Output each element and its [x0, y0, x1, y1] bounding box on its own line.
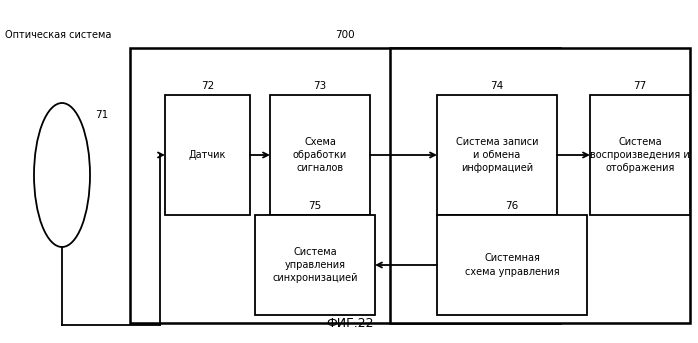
- Bar: [255, 215, 375, 315]
- Text: 700: 700: [335, 30, 355, 40]
- Text: Датчик: Датчик: [189, 150, 226, 160]
- Text: 75: 75: [309, 201, 322, 211]
- Bar: [590, 95, 690, 215]
- Text: 77: 77: [633, 81, 646, 91]
- Bar: [437, 215, 587, 315]
- Bar: [437, 95, 557, 215]
- Text: ФИГ.22: ФИГ.22: [326, 317, 373, 330]
- Text: 72: 72: [201, 81, 214, 91]
- Text: Система
управления
синхронизацией: Система управления синхронизацией: [272, 247, 358, 283]
- Text: Схема
обработки
сигналов: Схема обработки сигналов: [293, 137, 347, 173]
- Bar: [270, 95, 370, 215]
- Text: 74: 74: [491, 81, 504, 91]
- Text: Системная
схема управления: Системная схема управления: [465, 253, 559, 276]
- Text: Система записи
и обмена
информацией: Система записи и обмена информацией: [456, 137, 538, 173]
- Text: 73: 73: [313, 81, 327, 91]
- Text: Система
воспроизведения и
отображения: Система воспроизведения и отображения: [590, 137, 690, 173]
- Text: Оптическая система: Оптическая система: [5, 30, 112, 40]
- Bar: [130, 48, 560, 323]
- Bar: [390, 48, 690, 323]
- Bar: [165, 95, 250, 215]
- Text: 76: 76: [505, 201, 519, 211]
- Ellipse shape: [34, 103, 90, 247]
- Text: 71: 71: [95, 110, 108, 120]
